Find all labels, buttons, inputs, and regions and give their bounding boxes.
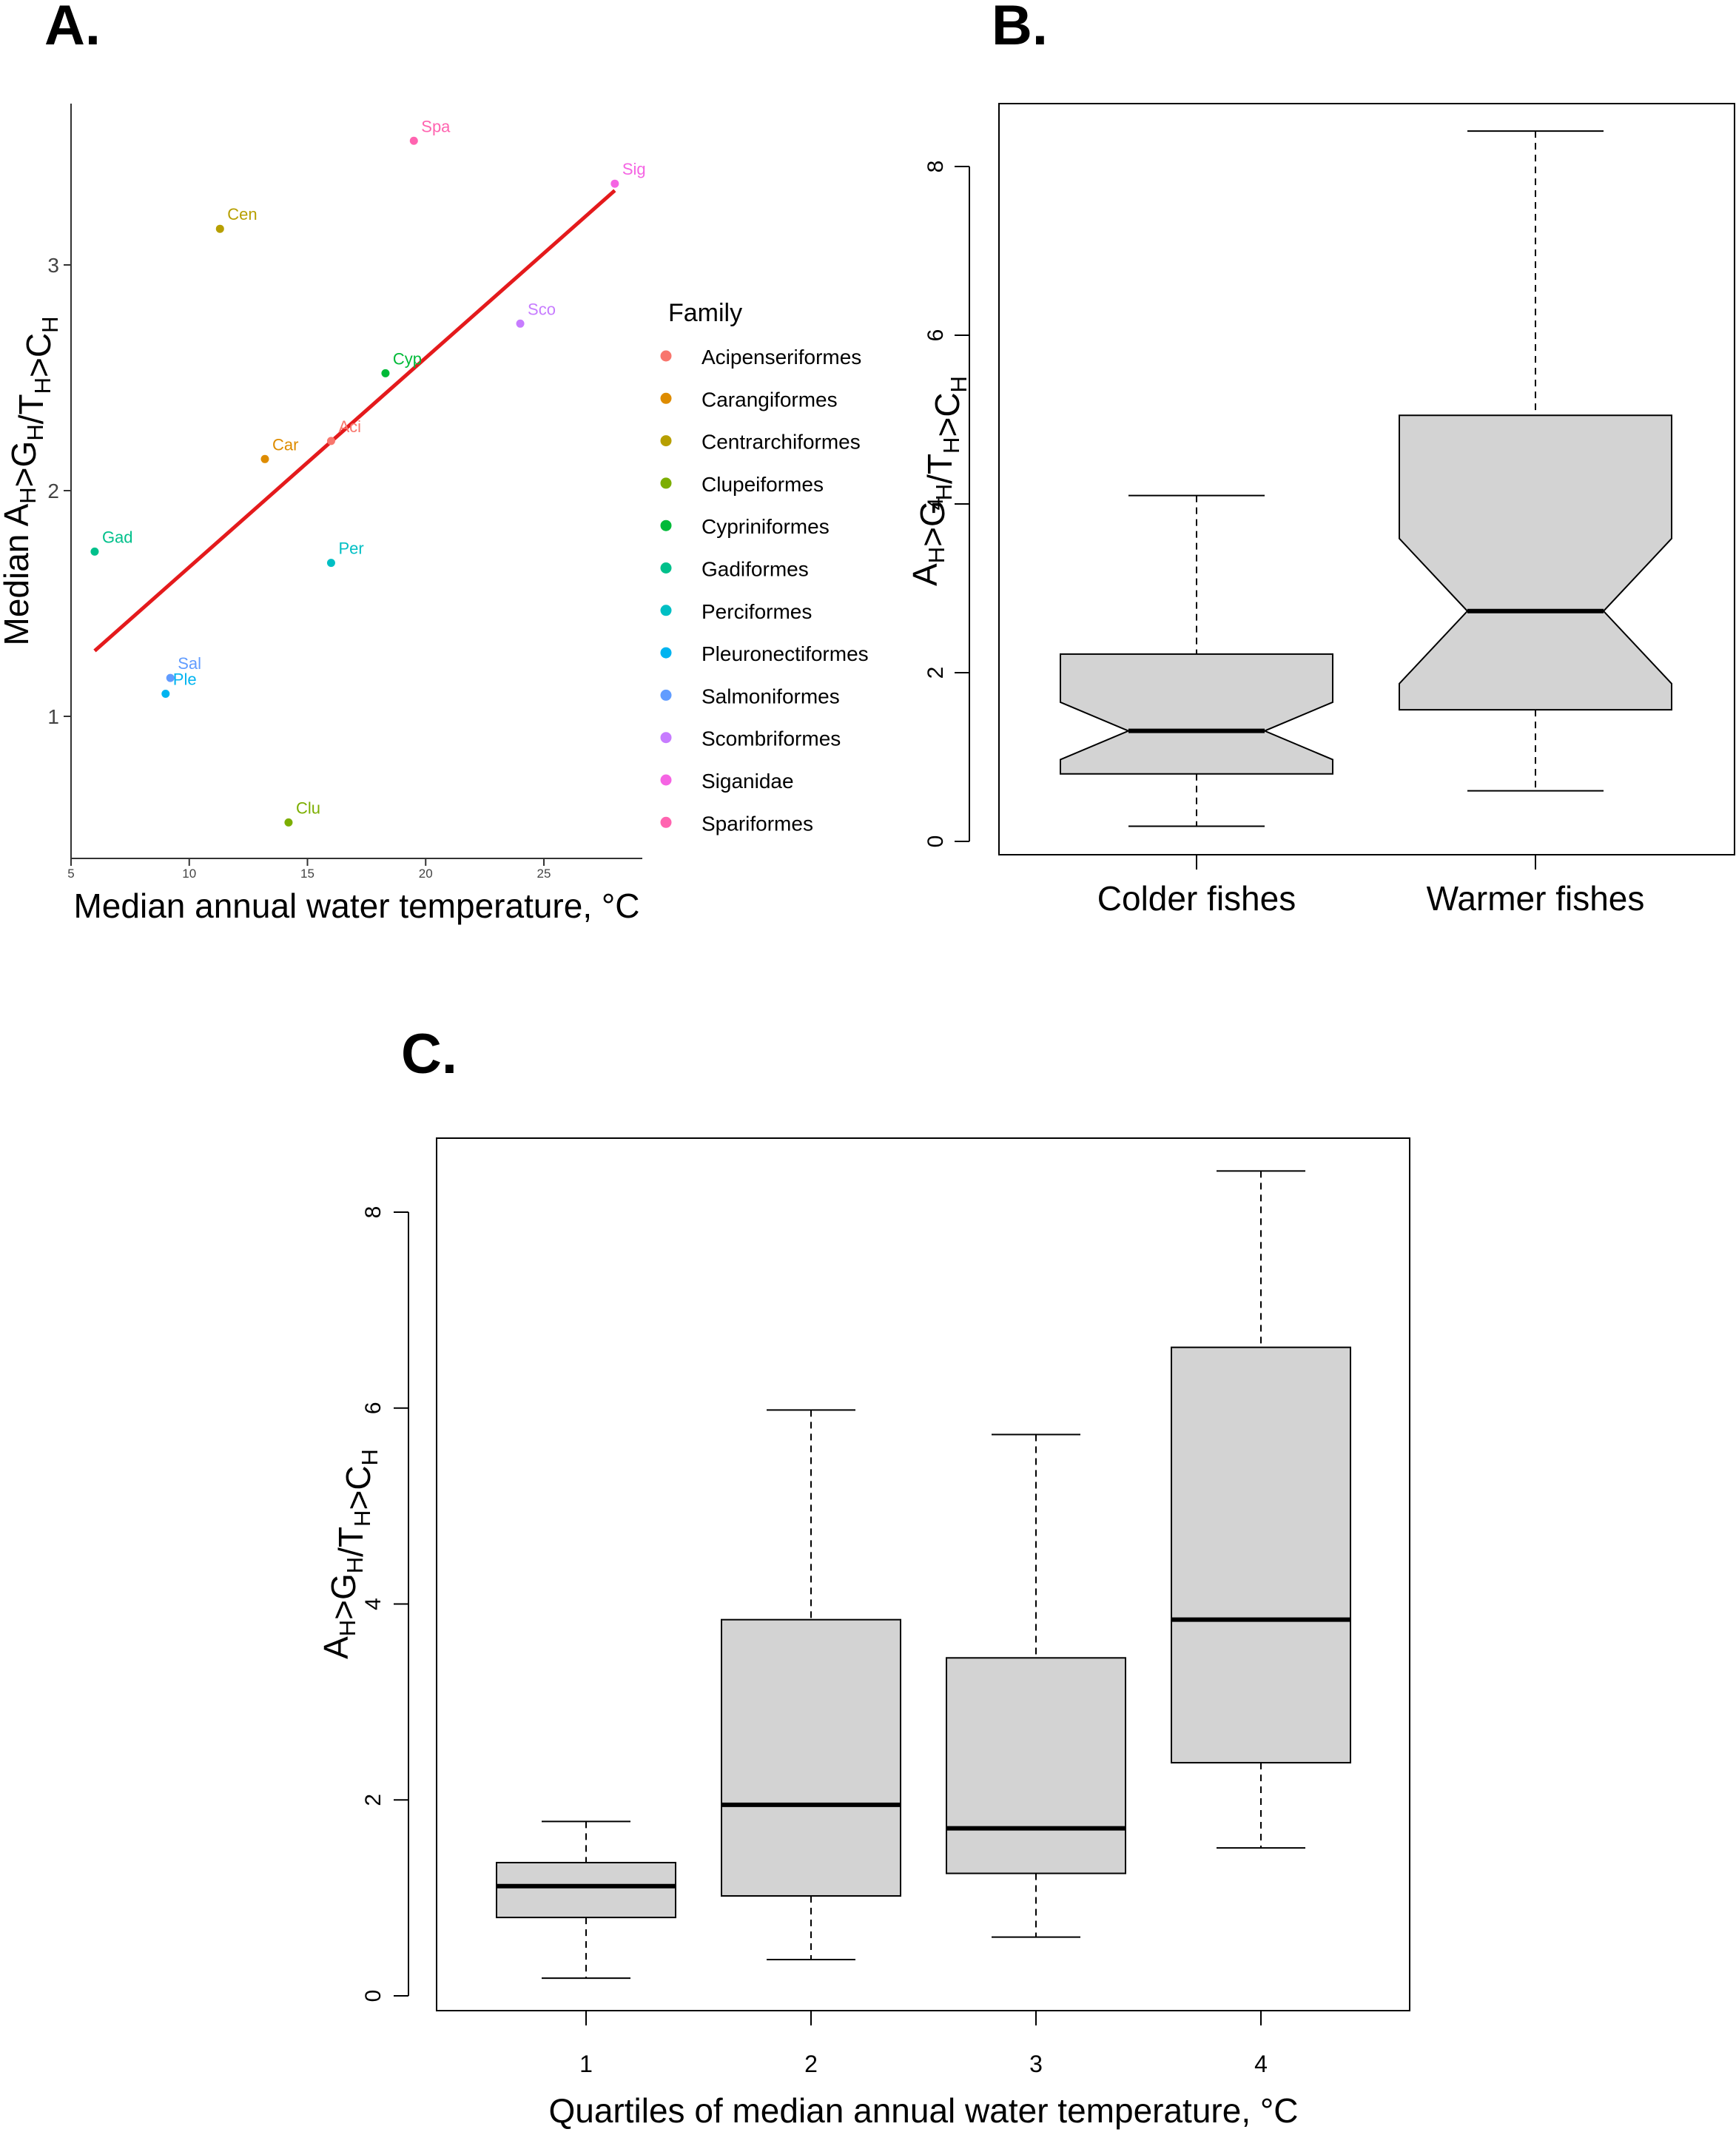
point-label: Ple	[173, 670, 197, 689]
box-body	[1399, 414, 1672, 711]
legend-item-label: Clupeiformes	[702, 473, 824, 496]
data-point	[284, 818, 293, 827]
legend-swatch	[660, 732, 672, 744]
y-axis-label: Median AH>GH/TH>CH	[0, 316, 63, 645]
box-body	[1171, 1346, 1351, 1763]
point-label: Clu	[296, 798, 320, 817]
x-tick-label: 3	[1029, 2051, 1043, 2077]
panel-letter-a: A.	[44, 0, 101, 57]
box-body	[946, 1657, 1126, 1874]
box-body	[721, 1618, 901, 1897]
legend-swatch	[660, 350, 672, 362]
y-tick-label: 2	[923, 667, 948, 679]
plot-frame	[436, 1137, 1410, 2011]
notched-boxplot-panel: 0 2 4 6 8 AH>GH/TH>CH Colder fishes Warmer fish…	[906, 103, 1735, 918]
y-tick-label: 8	[923, 161, 948, 173]
y-tick-label: 1	[47, 705, 59, 728]
data-point	[215, 224, 224, 233]
panel-letter-c: C.	[401, 1023, 457, 1086]
data-point	[516, 319, 525, 328]
point-label: Per	[338, 539, 363, 558]
point-label: Car	[272, 435, 298, 454]
legend-title: Family	[668, 299, 742, 327]
legend-item-label: Salmoniformes	[702, 685, 840, 707]
x-tick-label: 10	[182, 867, 196, 881]
y-tick-label: 4	[923, 498, 948, 511]
panel-letter-b: B.	[992, 0, 1048, 57]
legend-item-label: Acipenseriformes	[702, 346, 861, 369]
legend-item-label: Gadiformes	[702, 558, 809, 581]
scatter-panel: 1 2 3 5 10 15 20 25 Median annual water temperat…	[0, 104, 869, 925]
point-label: Gad	[102, 528, 133, 546]
box-body	[496, 1861, 676, 1919]
point-label: Cen	[227, 205, 257, 223]
data-point	[381, 369, 390, 377]
legend-item-label: Carangiformes	[702, 388, 838, 411]
plot-frame	[998, 103, 1735, 855]
legend-swatch	[660, 392, 672, 404]
legend-swatch	[660, 816, 672, 828]
legend-swatch	[660, 562, 672, 574]
legend-item-label: Centrarchiformes	[702, 431, 861, 454]
point-label: Cyp	[393, 349, 422, 368]
legend-item-label: Perciformes	[702, 600, 812, 623]
box-body	[1060, 653, 1333, 775]
data-point	[166, 673, 175, 682]
quartile-boxplot-panel: 0 2 4 6 8 AH>GH/TH>CH 1 2 3 4 Quartiles of median …	[317, 1137, 1410, 2130]
y-tick-label: 0	[361, 1990, 386, 2002]
y-tick-label: 3	[47, 254, 59, 277]
y-tick-label: 0	[923, 835, 948, 848]
point-label: Sig	[622, 160, 646, 178]
y-tick-label: 6	[361, 1402, 386, 1414]
x-tick-label: 5	[67, 867, 74, 881]
x-tick-label: 15	[300, 867, 314, 881]
data-point	[161, 690, 170, 698]
x-axis-label: Quartiles of median annual water tempera…	[548, 2091, 1298, 2130]
x-tick-label: 2	[804, 2051, 818, 2077]
regression-line	[93, 189, 616, 653]
legend-swatch	[660, 435, 672, 447]
legend-swatch	[660, 689, 672, 701]
legend-swatch	[660, 519, 672, 531]
legend-item-label: Scombriformes	[702, 727, 841, 750]
point-label: Sco	[528, 300, 556, 318]
x-tick-label: Warmer fishes	[1427, 879, 1645, 918]
y-tick-label: 2	[47, 480, 59, 502]
y-axis-label: AH>GH/TH>CH	[317, 1449, 383, 1659]
x-tick-label: 1	[579, 2051, 593, 2077]
x-tick-label: 20	[419, 867, 433, 881]
legend-item-label: Siganidae	[702, 770, 794, 793]
x-tick-label: 25	[537, 867, 551, 881]
y-tick-label: 6	[923, 329, 948, 342]
data-point	[90, 547, 99, 556]
x-axis-label: Median annual water temperature, °C	[73, 887, 639, 925]
legend-swatch	[660, 647, 672, 659]
data-point	[326, 437, 335, 445]
legend-swatch	[660, 477, 672, 489]
point-label: Spa	[421, 117, 451, 135]
legend-item-label: Pleuronectiformes	[702, 642, 869, 665]
legend-swatch	[660, 605, 672, 616]
y-axis-label: AH>GH/TH>CH	[906, 376, 972, 586]
data-point	[409, 136, 418, 145]
legend-item-label: Cypriniformes	[702, 515, 830, 538]
x-tick-label: 4	[1254, 2051, 1268, 2077]
point-label: Aci	[338, 417, 361, 436]
data-point	[610, 179, 619, 188]
x-tick-label: Colder fishes	[1097, 879, 1296, 918]
y-tick-label: 2	[361, 1794, 386, 1806]
data-point	[326, 559, 335, 568]
y-tick-label: 8	[361, 1206, 386, 1219]
data-point	[260, 454, 269, 463]
legend-swatch	[660, 774, 672, 786]
legend-item-label: Spariformes	[702, 812, 813, 835]
y-tick-label: 4	[361, 1598, 386, 1610]
point-label: Sal	[178, 654, 201, 673]
